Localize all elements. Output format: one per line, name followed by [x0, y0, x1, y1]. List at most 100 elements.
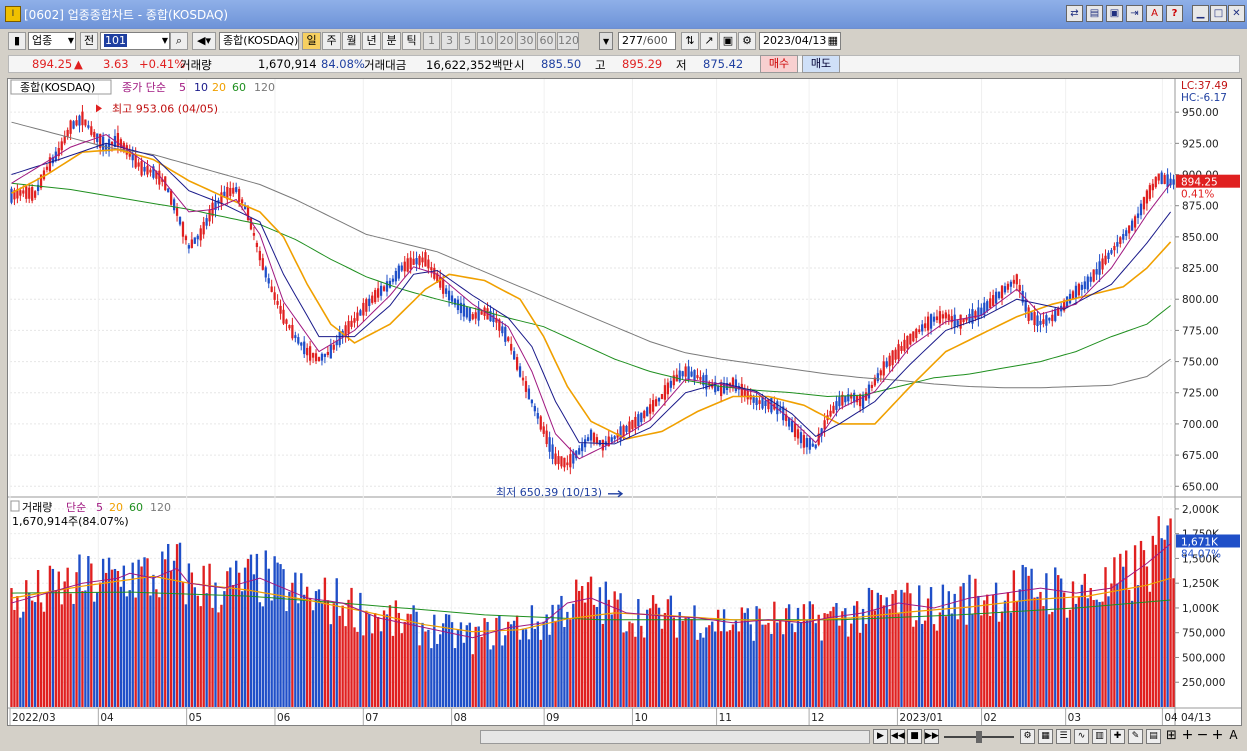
- chevron-down-icon: ▼: [161, 36, 168, 45]
- swap-icon[interactable]: ⇅: [681, 32, 699, 50]
- candle-body: [16, 189, 19, 199]
- candle-body: [394, 270, 397, 282]
- candle-body: [368, 298, 371, 306]
- volume-bar: [888, 609, 891, 707]
- x-axis-label: 08: [454, 712, 467, 724]
- search-icon[interactable]: ⌕: [170, 32, 188, 50]
- chart-svg[interactable]: 950.00925.00900.00875.00850.00825.00800.…: [8, 79, 1241, 725]
- stop-icon[interactable]: ■: [907, 729, 922, 744]
- candle-body: [607, 436, 610, 447]
- candle-body: [347, 320, 350, 334]
- print-icon[interactable]: ▤: [1086, 5, 1103, 22]
- crosshair-icon[interactable]: ✚: [1110, 729, 1125, 744]
- interval-button-3[interactable]: 10: [477, 32, 496, 50]
- draw-icon[interactable]: ✎: [1128, 729, 1143, 744]
- volume-bar: [406, 613, 409, 707]
- calendar-icon[interactable]: ▦: [827, 34, 838, 47]
- candle-body: [22, 190, 25, 194]
- add-icon[interactable]: +: [1211, 727, 1224, 743]
- chart-mode-icon[interactable]: ▮: [8, 32, 26, 50]
- candle-body: [75, 120, 78, 126]
- candle-body: [1054, 308, 1057, 321]
- volume-bar: [415, 611, 418, 707]
- volume-legend-name: 거래량: [22, 501, 52, 514]
- volume-bar: [36, 570, 40, 707]
- volume-bar: [303, 594, 306, 707]
- scroll-track[interactable]: [480, 730, 870, 744]
- category-select[interactable]: 업종 ▼: [28, 32, 76, 50]
- volume-bar: [716, 609, 720, 707]
- volume-bar: [480, 636, 483, 707]
- chevron-down-icon: ▼: [603, 37, 610, 46]
- period-tab-1[interactable]: 주: [322, 32, 341, 50]
- sound-icon[interactable]: ◀▾: [192, 32, 216, 50]
- font-icon[interactable]: A: [1146, 5, 1163, 22]
- date-field[interactable]: 2023/04/13 ▦: [759, 32, 841, 50]
- period-tab-3[interactable]: 년: [362, 32, 381, 50]
- volume-bar: [28, 592, 31, 707]
- list-icon[interactable]: ☰: [1056, 729, 1071, 744]
- close-button[interactable]: ✕: [1228, 5, 1245, 22]
- volume-bar: [128, 590, 131, 707]
- scroll-right-icon[interactable]: ▶: [873, 729, 888, 744]
- maximize-button[interactable]: □: [1210, 5, 1227, 22]
- volume-bar: [19, 617, 22, 707]
- indicator-icon[interactable]: ↗: [700, 32, 718, 50]
- save-screen-icon[interactable]: ▣: [1106, 5, 1123, 22]
- volume-bar: [1068, 609, 1072, 707]
- grid-icon[interactable]: ▦: [1038, 729, 1053, 744]
- zoom-slider-handle[interactable]: [976, 731, 982, 743]
- auto-scale-icon[interactable]: A: [1229, 728, 1238, 742]
- play-back-icon[interactable]: ◀◀: [890, 729, 905, 744]
- layout-icon[interactable]: ▤: [1146, 729, 1161, 744]
- candle-body: [1104, 255, 1107, 265]
- candle-body: [462, 303, 466, 317]
- volume-bar: [1157, 516, 1160, 707]
- volume-bar: [187, 563, 191, 707]
- period-tab-0[interactable]: 일: [302, 32, 321, 50]
- volume-bar: [802, 604, 806, 707]
- bottom-scroll-bar: ▶ ◀◀ ■ ▶▶ ⚙ ▦ ☰ ∿ ▥ ✚ ✎ ▤ ⊞ + − + A: [0, 727, 1247, 751]
- code-input[interactable]: 101 ▼: [100, 32, 170, 50]
- sell-button[interactable]: 매도: [802, 55, 840, 73]
- interval-button-0[interactable]: 1: [423, 32, 440, 50]
- interval-button-4[interactable]: 20: [497, 32, 516, 50]
- candle-body: [1080, 284, 1083, 290]
- period-tab-2[interactable]: 월: [342, 32, 361, 50]
- volume-bar: [994, 582, 998, 707]
- interval-button-5[interactable]: 30: [517, 32, 536, 50]
- buy-button[interactable]: 매수: [760, 55, 798, 73]
- candle-body: [882, 361, 885, 376]
- period-tab-5[interactable]: 틱: [402, 32, 421, 50]
- help-icon[interactable]: ?: [1166, 5, 1183, 22]
- volume-bar: [193, 587, 196, 707]
- link-icon[interactable]: ⇄: [1066, 5, 1083, 22]
- period-tab-4[interactable]: 분: [382, 32, 401, 50]
- interval-dropdown[interactable]: ▼: [599, 32, 613, 50]
- interval-button-6[interactable]: 60: [537, 32, 556, 50]
- interval-button-7[interactable]: 120: [557, 32, 579, 50]
- candle-body: [850, 394, 853, 399]
- wave-icon[interactable]: ∿: [1074, 729, 1089, 744]
- table-icon[interactable]: ⊞: [1166, 728, 1177, 743]
- chart-container[interactable]: 950.00925.00900.00875.00850.00825.00800.…: [7, 78, 1242, 726]
- count-field[interactable]: 277/600: [618, 32, 676, 50]
- play-forward-icon[interactable]: ▶▶: [924, 729, 939, 744]
- volume-bar: [935, 630, 939, 707]
- volume-bar: [388, 605, 392, 707]
- transfer-icon[interactable]: ⇥: [1126, 5, 1143, 22]
- config-icon[interactable]: ⚙: [1020, 729, 1035, 744]
- save-icon[interactable]: ▣: [719, 32, 737, 50]
- zoom-out-icon[interactable]: −: [1196, 727, 1209, 743]
- minimize-button[interactable]: ▁: [1192, 5, 1209, 22]
- interval-button-1[interactable]: 3: [441, 32, 458, 50]
- settings-icon[interactable]: ⚙: [738, 32, 756, 50]
- jeon-button[interactable]: 전: [80, 32, 98, 50]
- volume-bar: [799, 621, 803, 707]
- candle-body: [445, 288, 448, 294]
- volume-bar: [817, 614, 820, 707]
- interval-button-2[interactable]: 5: [459, 32, 476, 50]
- zoom-in-icon[interactable]: +: [1181, 727, 1194, 743]
- candle-body: [1083, 281, 1086, 289]
- chart-type-icon[interactable]: ▥: [1092, 729, 1107, 744]
